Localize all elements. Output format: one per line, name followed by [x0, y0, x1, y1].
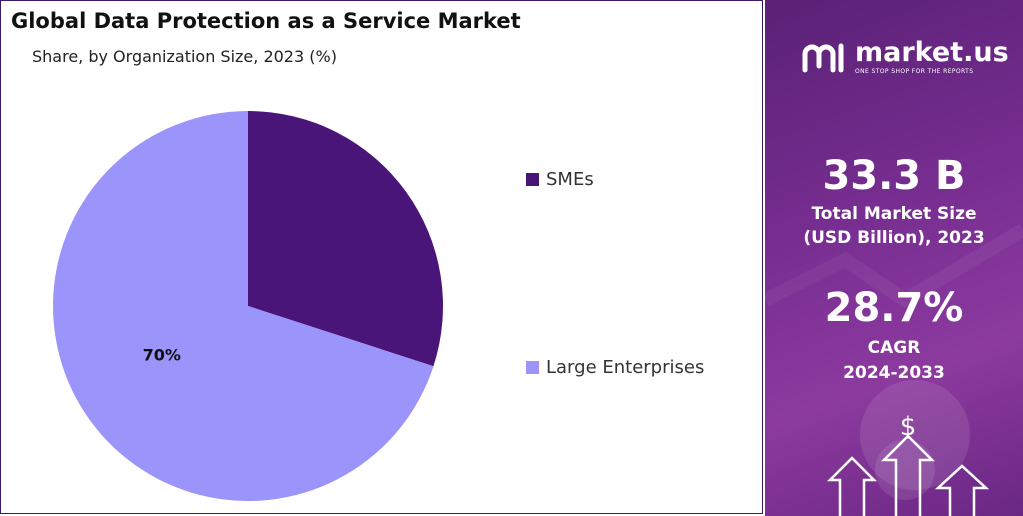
arrow-up-icon	[826, 456, 878, 516]
chart-panel: Global Data Protection as a Service Mark…	[0, 0, 763, 514]
pie-slice-large-enterprises	[53, 111, 434, 501]
data-label-large-enterprises: 70%	[143, 346, 181, 365]
market-size-label-line1: Total Market Size	[811, 204, 977, 224]
legend-swatch-smes	[526, 173, 539, 186]
market-size-value: 33.3 B	[822, 153, 966, 199]
pie-chart: 70%	[53, 111, 444, 501]
cagr-value: 28.7%	[824, 285, 964, 331]
market-size-label-line2: (USD Billion), 2023	[803, 228, 985, 248]
pie-slice-smes	[248, 111, 444, 367]
brand-name: market.us	[855, 37, 1009, 68]
legend-item-smes: SMEs	[526, 169, 594, 190]
arrow-up-icon-center	[880, 434, 936, 516]
dollar-icon: $	[900, 412, 917, 442]
summary-panel: $ market.us ONE STOP SHOP FOR THE REPORT…	[765, 0, 1023, 516]
brand-logo: market.us ONE STOP SHOP FOR THE REPORTS	[801, 37, 1009, 75]
legend-label-large-enterprises: Large Enterprises	[546, 357, 705, 378]
chart-subtitle: Share, by Organization Size, 2023 (%)	[32, 47, 337, 66]
arrow-up-icon-right	[934, 464, 990, 516]
legend-swatch-large-enterprises	[526, 361, 539, 374]
market-us-logo-icon	[802, 43, 844, 72]
cagr-label: CAGR	[867, 338, 921, 358]
background-decoration: $	[765, 223, 1023, 516]
cagr-period: 2024-2033	[843, 363, 945, 383]
brand-tagline: ONE STOP SHOP FOR THE REPORTS	[855, 68, 974, 75]
legend-label-smes: SMEs	[546, 169, 594, 190]
chart-title: Global Data Protection as a Service Mark…	[11, 9, 521, 33]
legend-item-large-enterprises: Large Enterprises	[526, 357, 704, 378]
